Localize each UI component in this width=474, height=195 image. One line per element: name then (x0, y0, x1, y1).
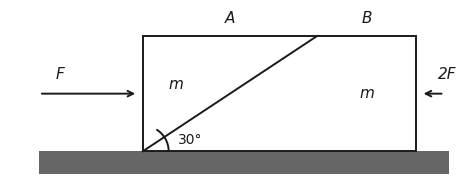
Text: 2F: 2F (438, 67, 456, 82)
Bar (143, 36, 416, 151)
Text: A: A (225, 11, 235, 26)
Text: m: m (168, 77, 183, 91)
Text: F: F (56, 67, 64, 82)
Text: B: B (361, 11, 372, 26)
Text: m: m (359, 86, 374, 101)
Text: 30°: 30° (178, 134, 202, 147)
Bar (39, 151, 449, 174)
